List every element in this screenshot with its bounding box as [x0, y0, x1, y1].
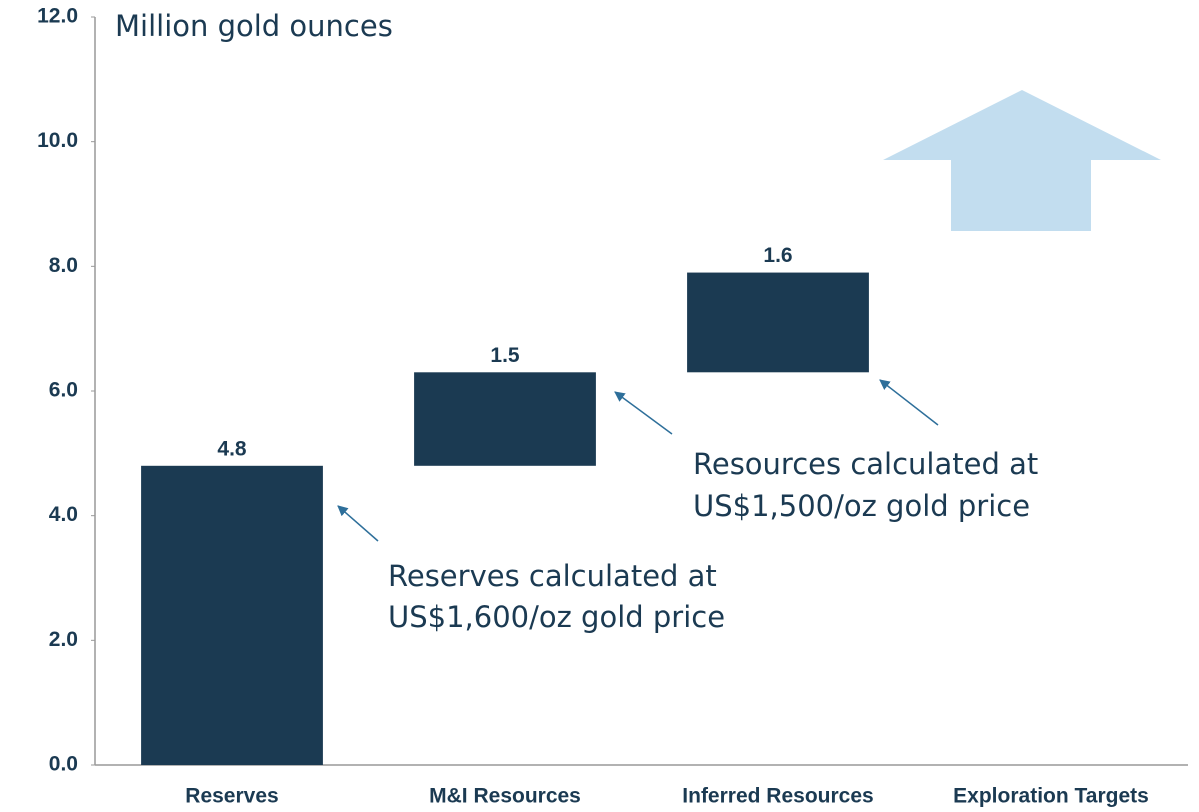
value-label: 1.5 — [490, 344, 520, 367]
annotation: US$1,600/oz gold price — [388, 600, 725, 634]
x-tick-label: Inferred Resources — [682, 785, 873, 808]
x-tick-label: Reserves — [185, 785, 278, 808]
bar — [414, 372, 596, 466]
y-tick-label: 6.0 — [49, 379, 78, 402]
y-tick-label: 8.0 — [49, 254, 78, 277]
y-tick-label: 10.0 — [37, 129, 78, 152]
y-tick-label: 0.0 — [49, 753, 78, 776]
annotation-arrow — [614, 391, 673, 435]
x-tick-label: M&I Resources — [429, 785, 581, 808]
exploration-arrow — [883, 90, 1161, 231]
annotation-arrow — [879, 379, 939, 426]
y-tick-label: 2.0 — [49, 628, 78, 651]
annotation-arrow — [337, 505, 379, 542]
y-axis-label: Million gold ounces — [115, 9, 393, 43]
x-tick-label: Exploration Targets — [953, 785, 1149, 808]
y-tick-label: 4.0 — [49, 503, 78, 526]
bar — [141, 465, 323, 765]
value-label: 4.8 — [217, 437, 247, 460]
value-label: 1.6 — [763, 244, 792, 267]
y-tick-label: 12.0 — [37, 5, 78, 28]
annotation: US$1,500/oz gold price — [693, 489, 1030, 523]
annotation: Reserves calculated at — [388, 559, 717, 593]
annotation: Resources calculated at — [693, 447, 1038, 481]
bar — [687, 272, 869, 373]
